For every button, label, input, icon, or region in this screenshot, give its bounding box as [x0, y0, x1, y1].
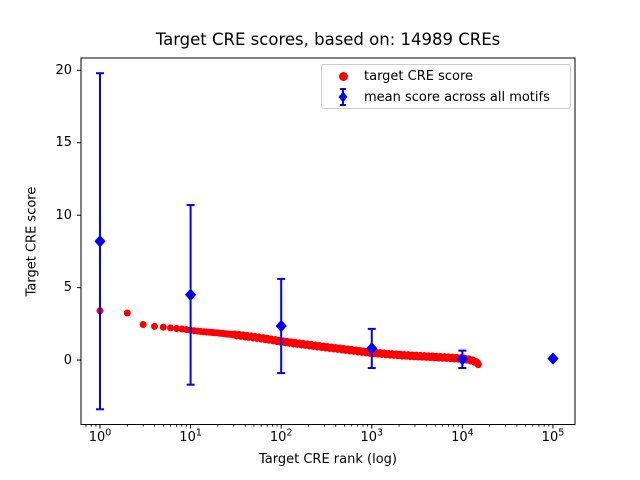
y-tick-label: 5 — [63, 280, 72, 296]
legend: target CRE score mean score across all m… — [321, 64, 571, 109]
mean-score-diamond — [94, 235, 106, 248]
y-tick-label: 20 — [55, 62, 72, 78]
x-axis-label: Target CRE rank (log) — [259, 452, 397, 467]
legend-label: target CRE score — [364, 68, 474, 84]
x-tick-label: 101 — [179, 427, 202, 445]
axes-frame — [80, 57, 576, 425]
target-cre-score-point — [159, 323, 167, 331]
circle-marker-icon — [322, 71, 364, 81]
x-tick-label: 104 — [451, 427, 474, 445]
chart-title: Target CRE scores, based on: 14989 CREs — [155, 30, 501, 49]
mean-score-diamond — [456, 353, 468, 366]
y-tick-label: 15 — [55, 135, 72, 151]
target-cre-score-point — [123, 309, 131, 317]
target-cre-score-point — [167, 324, 174, 332]
mean-score-diamond — [366, 342, 378, 355]
target-cre-score-point — [173, 325, 181, 332]
legend-item-target-cre-score: target CRE score — [322, 66, 570, 87]
legend-label: mean score across all motifs — [364, 89, 550, 105]
x-tick-label: 103 — [360, 427, 384, 445]
mean-score-diamond — [547, 352, 559, 365]
x-tick-label: 105 — [541, 427, 565, 445]
target-cre-score-point — [139, 321, 147, 328]
y-tick-label: 10 — [55, 207, 72, 223]
target-cre-score-point — [474, 361, 482, 369]
mean-score-diamond — [275, 319, 287, 333]
y-axis-label: Target CRE score — [24, 186, 40, 297]
y-tick-label: 0 — [63, 352, 72, 368]
target-cre-score-point — [151, 322, 158, 330]
x-tick-label: 100 — [88, 427, 112, 445]
x-tick-label: 102 — [269, 427, 293, 445]
diamond-errorbar-marker-icon — [322, 87, 364, 107]
mean-score-diamond — [185, 288, 197, 301]
legend-item-mean-score: mean score across all motifs — [322, 87, 570, 108]
